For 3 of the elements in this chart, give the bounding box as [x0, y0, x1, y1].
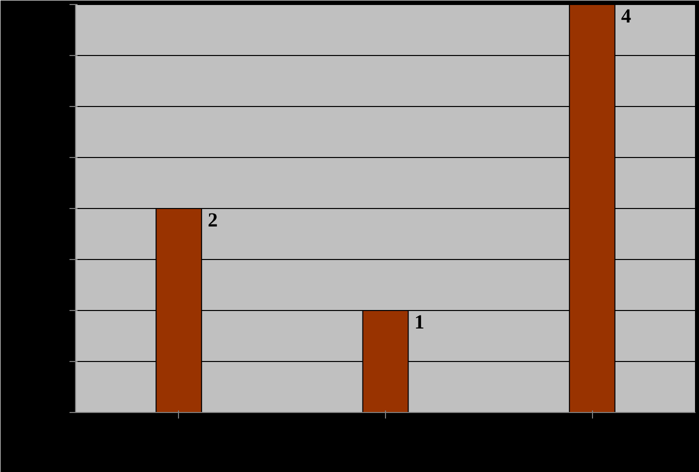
data-label: 4: [621, 6, 632, 28]
data-label: 1: [414, 312, 424, 334]
data-label: 2: [208, 210, 218, 232]
